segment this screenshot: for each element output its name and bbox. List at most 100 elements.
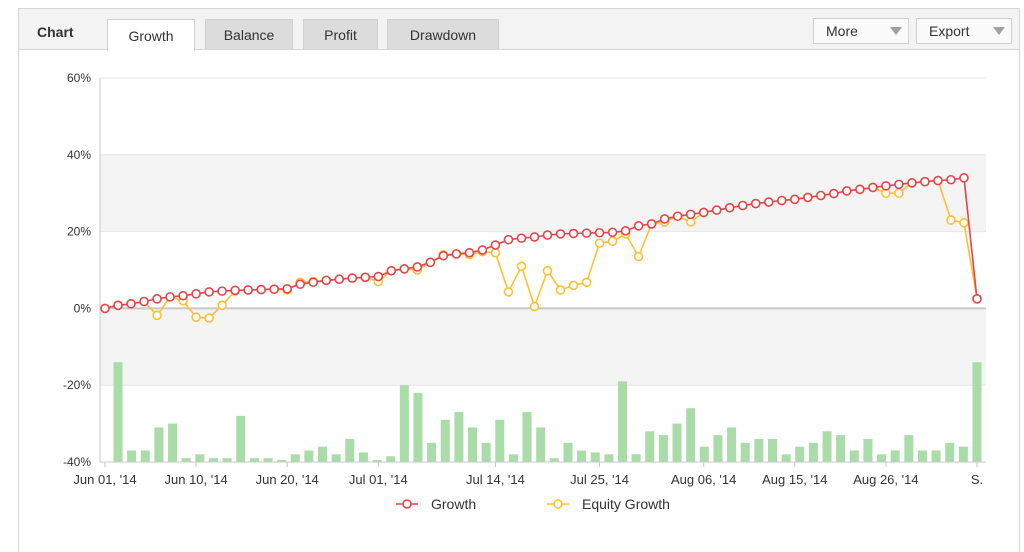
growth-point [308,277,319,288]
volume-bar [399,385,409,462]
growth-point [477,245,488,255]
volume-bar [781,454,791,462]
volume-bar [290,454,300,462]
volume-bar [645,431,655,462]
equity-growth-point [217,300,227,311]
equity-growth-point [894,188,904,198]
growth-point [672,211,683,222]
volume-bar [808,442,818,462]
volume-bar [917,450,927,462]
growth-point [829,188,839,199]
growth-point [529,232,540,242]
volume-bar [440,419,450,462]
volume-bar [945,442,955,462]
growth-point [763,197,774,207]
volume-bar [890,450,900,462]
equity-growth-point [959,217,969,228]
growth-point [451,249,462,259]
more-button[interactable]: More [813,18,909,44]
growth-point [464,247,475,258]
chevron-down-icon [993,27,1005,35]
tab-drawdown[interactable]: Drawdown [387,19,499,49]
equity-growth-point [191,312,201,323]
equity-growth-point [490,247,501,258]
growth-point [711,205,722,215]
export-label: Export [929,23,970,39]
volume-bar [468,427,478,462]
growth-point [646,219,657,229]
growth-point [217,286,227,296]
volume-bar [249,458,259,462]
growth-point [412,262,423,272]
equity-growth-point [607,236,618,246]
growth-point [698,207,709,218]
growth-point [386,265,397,276]
growth-point [542,230,553,240]
volume-bar [331,454,341,462]
chevron-down-icon [890,27,902,35]
x-tick-label: Aug 15, '14 [762,472,827,487]
growth-point [438,250,449,261]
volume-bar [358,452,368,462]
growth-point [776,195,787,206]
growth-point [165,292,175,302]
growth-point [789,194,800,205]
y-tick-label: -20% [63,378,91,392]
growth-point [633,221,644,231]
equity-growth-point [152,310,162,321]
volume-bar [727,427,737,462]
legend-equity-growth-swatch-marker [553,499,563,509]
volume-bar [427,442,437,462]
equity-growth-point [581,277,592,288]
volume-bar [836,435,846,462]
growth-point [282,284,293,294]
growth-point [243,285,253,295]
volume-bar [904,435,914,462]
volume-bar [931,450,941,462]
volume-bar [699,446,709,462]
volume-bar [495,419,505,462]
growth-point [946,174,956,185]
equity-growth-point [529,301,540,312]
volume-bar [222,458,232,462]
more-label: More [826,23,858,39]
volume-bar [672,423,682,462]
volume-bar [386,456,396,462]
equity-growth-point [633,251,644,262]
volume-bar [236,415,246,462]
equity-growth-point [946,215,956,225]
volume-bar [154,427,164,462]
volume-bar [549,458,559,462]
growth-point [620,226,631,236]
y-tick-label: 40% [67,148,91,162]
tab-growth[interactable]: Growth [107,19,195,51]
export-button[interactable]: Export [916,18,1012,44]
equity-growth-point [503,287,514,297]
volume-bar [508,454,518,462]
growth-point [295,279,306,290]
tab-balance[interactable]: Balance [205,19,293,49]
x-tick-label: Aug 06, '14 [671,472,736,487]
growth-point [607,227,618,238]
growth-point [920,176,930,187]
growth-point [933,175,943,186]
growth-point [321,275,332,286]
x-tick-label: Jun 20, '14 [256,472,319,487]
x-tick-label: Jun 10, '14 [165,472,228,487]
equity-growth-point [594,238,605,248]
volume-bar [877,454,887,462]
growth-point [334,274,345,285]
growth-point [204,287,214,297]
growth-point [555,229,566,239]
growth-point [724,202,735,213]
growth-point [490,240,501,250]
tab-bar: Chart Growth Balance Profit Drawdown Mor… [19,9,1019,51]
tab-profit[interactable]: Profit [303,19,378,49]
volume-bar [658,435,668,462]
growth-point [399,264,410,274]
x-tick-label: Jun 01, '14 [73,472,136,487]
growth-point [659,214,670,224]
growth-point [855,184,865,195]
volume-bar [263,458,273,462]
